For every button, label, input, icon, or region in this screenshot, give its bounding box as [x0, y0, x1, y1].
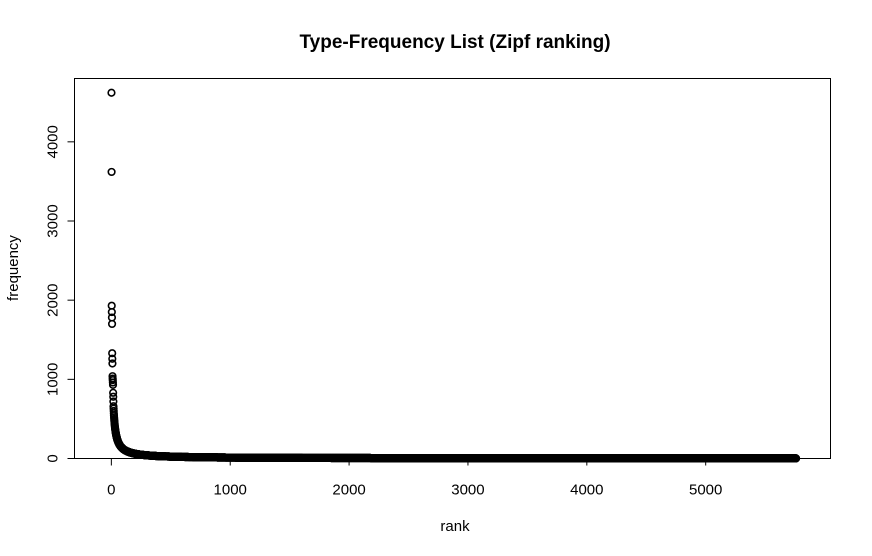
x-axis: 0 1000 2000 3000 4000 5000 [107, 458, 722, 499]
data-point [107, 88, 116, 97]
data-point [109, 392, 118, 401]
y-tick-label: 3000 [45, 204, 62, 237]
data-point [107, 307, 116, 317]
data-points [107, 88, 801, 463]
chart-title: Type-Frequency List (Zipf ranking) [299, 32, 610, 53]
x-tick-label: 4000 [570, 482, 603, 499]
x-tick-label: 1000 [214, 482, 247, 499]
plot-frame [74, 78, 831, 459]
y-axis: 0 1000 2000 3000 4000 [45, 125, 75, 463]
data-point [108, 380, 118, 389]
y-tick-label: 4000 [45, 125, 62, 158]
x-tick-label: 3000 [451, 482, 484, 499]
x-tick-label: 2000 [332, 482, 365, 499]
y-tick-label: 0 [45, 454, 62, 462]
data-point [108, 349, 117, 358]
y-tick-label: 1000 [45, 363, 62, 396]
data-point [108, 359, 117, 368]
data-point [109, 388, 118, 397]
data-point [108, 354, 117, 363]
data-point [107, 319, 117, 329]
data-point [107, 167, 116, 177]
y-tick-label: 2000 [45, 283, 62, 316]
x-tick-label: 5000 [689, 482, 722, 499]
x-tick-label: 0 [107, 482, 115, 499]
